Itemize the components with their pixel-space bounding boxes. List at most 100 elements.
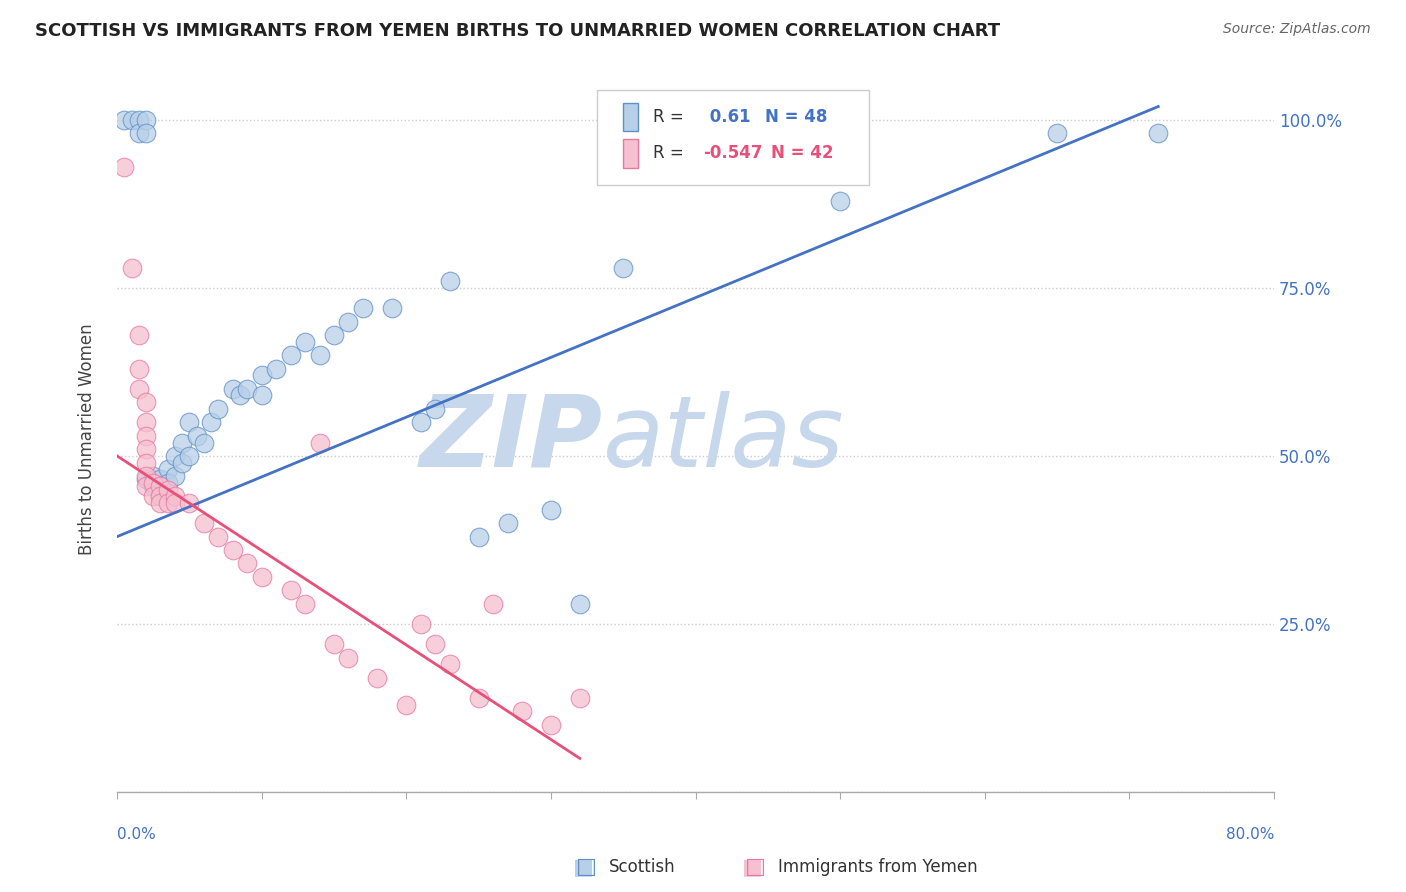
Point <box>121 112 143 127</box>
Text: ■: ■ <box>742 857 762 877</box>
Point <box>337 315 360 329</box>
Point <box>135 469 157 483</box>
Point <box>425 637 447 651</box>
Point <box>337 650 360 665</box>
Point <box>149 479 172 493</box>
Point <box>409 416 432 430</box>
Point <box>128 112 150 127</box>
Point <box>830 194 852 208</box>
Point <box>236 382 259 396</box>
Point <box>540 718 562 732</box>
Point <box>142 475 165 490</box>
Point <box>323 637 346 651</box>
Point <box>352 301 374 315</box>
Point <box>568 690 591 705</box>
Point <box>163 489 186 503</box>
Point <box>135 473 157 487</box>
Point <box>222 382 245 396</box>
Point <box>128 382 150 396</box>
Point <box>395 698 418 712</box>
Point <box>156 462 179 476</box>
FancyBboxPatch shape <box>623 103 638 131</box>
Point <box>540 502 562 516</box>
Point <box>294 334 316 349</box>
Text: ZIP: ZIP <box>420 391 603 488</box>
Point <box>112 160 135 174</box>
Point <box>156 475 179 490</box>
Text: Immigrants from Yemen: Immigrants from Yemen <box>778 858 977 876</box>
Point <box>366 671 388 685</box>
Point <box>163 496 186 510</box>
Point <box>163 469 186 483</box>
Point <box>482 597 505 611</box>
Point <box>568 597 591 611</box>
Point <box>112 112 135 127</box>
Point <box>149 489 172 503</box>
Point <box>193 516 215 531</box>
Point <box>135 112 157 127</box>
Text: 0.61: 0.61 <box>703 108 751 126</box>
Point <box>612 260 634 275</box>
Point <box>207 401 229 416</box>
Point <box>193 435 215 450</box>
Point <box>294 597 316 611</box>
Point <box>250 570 273 584</box>
Point <box>236 557 259 571</box>
FancyBboxPatch shape <box>623 139 638 168</box>
Point <box>323 328 346 343</box>
Point <box>496 516 519 531</box>
Point <box>142 469 165 483</box>
Text: N = 42: N = 42 <box>770 145 834 162</box>
Point <box>149 479 172 493</box>
Point <box>135 429 157 443</box>
Point <box>128 328 150 343</box>
Point <box>250 368 273 383</box>
Text: 80.0%: 80.0% <box>1226 827 1274 842</box>
Text: R =: R = <box>652 145 689 162</box>
Text: Scottish: Scottish <box>609 858 675 876</box>
Point <box>308 348 330 362</box>
Point <box>222 543 245 558</box>
Point <box>135 442 157 457</box>
Point <box>172 435 194 450</box>
Point <box>186 429 208 443</box>
Y-axis label: Births to Unmarried Women: Births to Unmarried Women <box>79 324 96 555</box>
Point <box>308 435 330 450</box>
Point <box>1046 127 1069 141</box>
Text: Source: ZipAtlas.com: Source: ZipAtlas.com <box>1223 22 1371 37</box>
Text: R =: R = <box>652 108 689 126</box>
Point <box>135 127 157 141</box>
Point <box>142 489 165 503</box>
Text: □: □ <box>745 857 765 877</box>
Point <box>425 401 447 416</box>
Point <box>381 301 404 315</box>
Point <box>467 530 489 544</box>
Point <box>149 486 172 500</box>
Point <box>135 395 157 409</box>
Point <box>229 388 252 402</box>
Point <box>135 456 157 470</box>
Point <box>207 530 229 544</box>
Point <box>179 449 201 463</box>
Text: 0.0%: 0.0% <box>117 827 156 842</box>
Point <box>142 479 165 493</box>
Point <box>172 456 194 470</box>
Point <box>149 473 172 487</box>
Point <box>264 361 287 376</box>
Text: atlas: atlas <box>603 391 845 488</box>
Point <box>149 496 172 510</box>
Point <box>156 496 179 510</box>
Point <box>128 361 150 376</box>
Point <box>439 657 461 672</box>
Point <box>135 416 157 430</box>
Point <box>250 388 273 402</box>
Point <box>156 483 179 497</box>
Text: ■: ■ <box>574 857 593 877</box>
Point <box>280 348 302 362</box>
Point <box>510 704 533 718</box>
Point <box>128 127 150 141</box>
Point <box>280 583 302 598</box>
FancyBboxPatch shape <box>598 90 869 186</box>
Text: □: □ <box>576 857 596 877</box>
Text: SCOTTISH VS IMMIGRANTS FROM YEMEN BIRTHS TO UNMARRIED WOMEN CORRELATION CHART: SCOTTISH VS IMMIGRANTS FROM YEMEN BIRTHS… <box>35 22 1000 40</box>
